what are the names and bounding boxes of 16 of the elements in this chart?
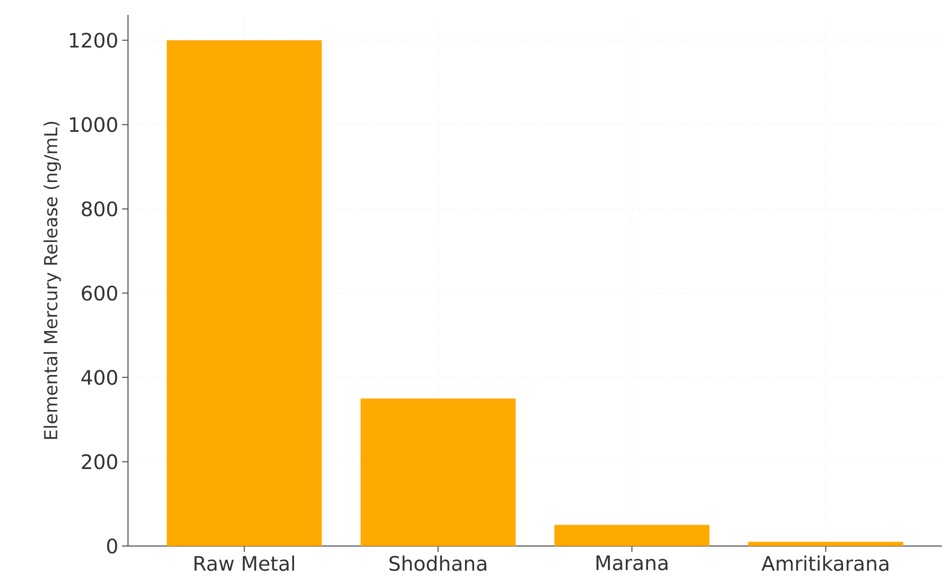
y-tick-label: 1200 <box>70 32 118 48</box>
y-tick-label: 1000 <box>70 117 118 132</box>
x-tick-label: Amritikarana <box>762 556 888 571</box>
y-axis-title: Elemental Mercury Release (ng/mL) <box>44 122 61 439</box>
y-tick-label: 0 <box>107 538 118 554</box>
y-tick-label: 600 <box>82 286 118 301</box>
x-tick-label: Marana <box>596 556 668 570</box>
bar <box>360 398 516 546</box>
x-tick-label: Raw Metal <box>194 556 294 571</box>
bar <box>748 542 904 546</box>
x-tick-label: Shodhana <box>390 556 486 571</box>
y-tick-label: 400 <box>81 370 118 385</box>
bar <box>166 40 322 546</box>
bar <box>554 524 710 546</box>
y-tick-label: 800 <box>82 201 118 216</box>
y-tick-label: 200 <box>82 454 118 470</box>
